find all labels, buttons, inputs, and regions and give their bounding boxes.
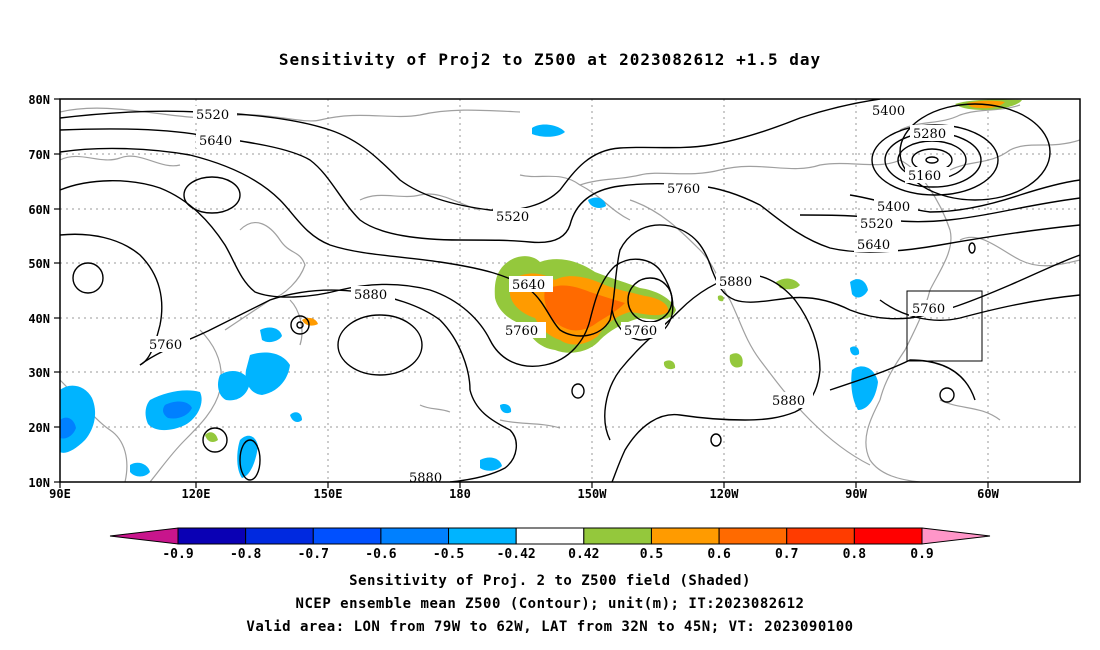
colorbar-box	[515, 527, 585, 545]
lat-label: 10N	[28, 476, 50, 490]
colorbar-tick-label: 0.6	[707, 547, 731, 562]
plot-frame	[59, 98, 1081, 483]
caption-shaded: Sensitivity of Proj. 2 to Z500 field (Sh…	[349, 573, 751, 589]
axis-ticks	[54, 98, 989, 488]
contour-label: 5400	[877, 200, 910, 215]
lat-label: 30N	[28, 366, 50, 380]
colorbar-tick-label: -0.42	[497, 547, 536, 562]
colorbar-box	[650, 527, 720, 545]
colorbar-tick-label: -0.6	[365, 547, 396, 562]
colorbar-tick-label: 0.9	[910, 547, 933, 562]
colorbar-box	[853, 527, 923, 545]
contour-label: 5760	[624, 324, 657, 339]
contour-label: 5640	[512, 278, 545, 293]
contour-label: 5520	[196, 108, 229, 123]
colorbar-box	[177, 527, 247, 545]
colorbar-tick-label: -0.5	[433, 547, 464, 562]
colorbar-tick-label: 0.42	[568, 547, 599, 562]
latitude-labels: 80N 70N 60N 50N 40N 30N 20N 10N	[28, 93, 50, 490]
caption-valid-area: Valid area: LON from 79W to 62W, LAT fro…	[246, 619, 854, 635]
contour-label: 5880	[772, 394, 805, 409]
negative-sensitivity-shading	[60, 124, 878, 478]
colorbar-box	[312, 527, 382, 545]
colorbar-box	[583, 527, 652, 545]
contour-label: 5760	[912, 302, 945, 317]
colorbar-box	[448, 527, 517, 545]
colorbar-box	[245, 527, 314, 545]
valid-area-box	[906, 290, 983, 362]
colorbar-box	[786, 527, 855, 545]
colorbar-box	[380, 527, 450, 545]
lon-label: 120W	[710, 487, 740, 501]
contour-label: 5880	[409, 471, 442, 486]
colorbar: -0.9 -0.8 -0.7 -0.6 -0.5 -0.42 0.42 0.5 0.6 0.7 0.…	[109, 527, 991, 562]
colorbar-tick-label: 0.5	[640, 547, 663, 562]
contour-label: 5520	[496, 210, 529, 225]
colorbar-min-triangle	[109, 527, 179, 545]
colorbar-tick-label: -0.8	[230, 547, 261, 562]
colorbar-tick-label: 0.7	[775, 547, 798, 562]
contour-label: 5160	[908, 169, 941, 184]
colorbar-tick-label: -0.7	[298, 547, 329, 562]
lon-label: 120E	[182, 487, 211, 501]
lon-label: 60W	[977, 487, 999, 501]
contour-label: 5640	[199, 134, 232, 149]
lon-label: 150W	[578, 487, 608, 501]
contour-label: 5760	[667, 182, 700, 197]
lon-label: 90W	[845, 487, 867, 501]
map-title: Sensitivity of Proj2 to Z500 at 20230826…	[278, 50, 822, 69]
lat-label: 50N	[28, 257, 50, 271]
longitude-labels: 90E 120E 150E 180 150W 120W 90W 60W	[49, 487, 999, 501]
colorbar-tick-label: 0.8	[843, 547, 867, 562]
colorbar-max-triangle	[921, 527, 991, 545]
lon-label: 180	[449, 487, 471, 501]
caption-contour: NCEP ensemble mean Z500 (Contour); unit(…	[295, 596, 805, 612]
contour-label: 5400	[872, 104, 905, 119]
lat-label: 80N	[28, 93, 50, 107]
contour-label: 5520	[860, 217, 893, 232]
colorbar-tick-label: -0.9	[162, 547, 193, 562]
colorbar-box	[718, 527, 788, 545]
contour-label: 5640	[857, 238, 890, 253]
lat-label: 60N	[28, 203, 50, 217]
contour-label: 5880	[719, 275, 752, 290]
contour-label: 5280	[913, 127, 946, 142]
contour-labels: 5520 5640 5520 5640 5760 5880 5760 5640 …	[149, 104, 947, 486]
lat-label: 20N	[28, 421, 50, 435]
contour-label: 5880	[354, 288, 387, 303]
lon-label: 90E	[49, 487, 71, 501]
contour-label: 5760	[149, 338, 182, 353]
lon-label: 150E	[314, 487, 343, 501]
lat-label: 40N	[28, 312, 50, 326]
lat-label: 70N	[28, 148, 50, 162]
contour-label: 5760	[505, 324, 538, 339]
